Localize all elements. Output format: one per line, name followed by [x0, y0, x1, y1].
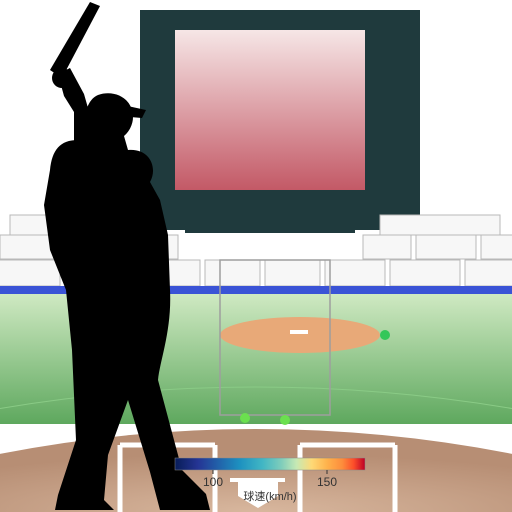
pitchers-mound	[220, 317, 380, 353]
stands-segment	[0, 260, 60, 286]
pitching-rubber	[290, 330, 308, 334]
colorbar-gradient	[175, 458, 365, 470]
scoreboard-screen	[175, 30, 365, 190]
stands-segment	[265, 260, 320, 286]
pitch-marker	[280, 415, 290, 425]
scoreboard	[140, 10, 420, 233]
colorbar-axis-label: 球速(km/h)	[243, 489, 296, 503]
stands-segment	[416, 235, 476, 259]
pitch-marker	[240, 413, 250, 423]
stands-segment	[205, 260, 260, 286]
stands-segment	[481, 235, 512, 259]
stands-segment	[363, 235, 411, 259]
pitch-location-diagram: 100 150 球速(km/h)	[0, 0, 512, 512]
stands-segment	[465, 260, 512, 286]
stands-segment	[380, 215, 500, 235]
stands-segment	[325, 260, 385, 286]
colorbar-tick-label: 100	[203, 475, 223, 489]
stands-segment	[390, 260, 460, 286]
scoreboard-pedestal	[185, 203, 355, 233]
pitch-marker	[380, 330, 390, 340]
colorbar-tick-label: 150	[317, 475, 337, 489]
